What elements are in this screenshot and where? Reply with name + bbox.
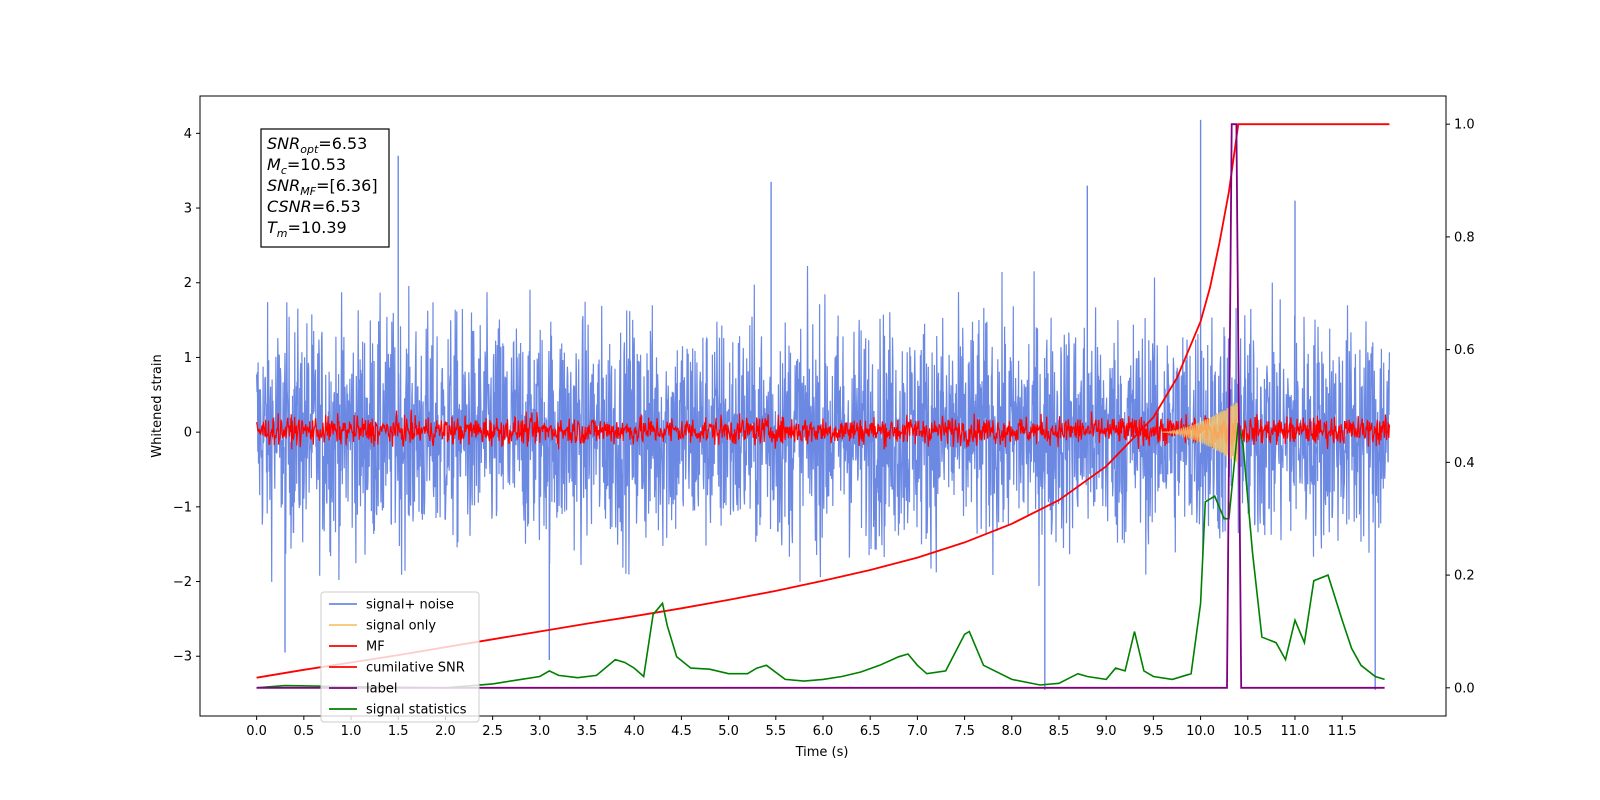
- x-tick-label: 5.5: [765, 724, 786, 739]
- plot-area: [256, 119, 1390, 690]
- x-tick-label: 7.0: [907, 724, 928, 739]
- series-signal-noise-extremes: [284, 119, 1376, 690]
- x-tick-label: 11.5: [1328, 724, 1357, 739]
- y-tick-label: 4: [184, 127, 192, 142]
- x-tick-label: 1.0: [341, 724, 362, 739]
- legend-label: signal+ noise: [366, 598, 454, 613]
- annotation-line: CSNR=6.53: [267, 197, 361, 216]
- series-label: [256, 123, 1385, 689]
- x-tick-label: 2.0: [435, 724, 456, 739]
- y-axis-label: Whitened strain: [150, 354, 165, 457]
- x-tick-label: 10.0: [1186, 724, 1215, 739]
- y-tick-label: 3: [184, 202, 192, 217]
- annotation-line: Tm=10.39: [267, 218, 347, 240]
- annotation-frame: [260, 128, 390, 248]
- y2-tick-label: 0.6: [1454, 343, 1475, 358]
- x-tick-label: 0.5: [293, 724, 314, 739]
- annotation-line: SNRopt=6.53: [267, 134, 367, 156]
- axes: 0.0 0.5 1.0 1.5 2.0 2.5 3.0 3.5 4.0 4.5 5.0 5.5 6.0 6…: [173, 95, 1475, 739]
- series-signal-noise: [256, 265, 1390, 587]
- legend-label: signal only: [366, 619, 436, 634]
- legend-label: signal statistics: [366, 703, 467, 718]
- x-axis-label: Time (s): [795, 745, 849, 760]
- y-tick-label: 1: [184, 351, 192, 366]
- x-tick-label: 9.5: [1143, 724, 1164, 739]
- y2-tick-label: 0.2: [1454, 569, 1475, 584]
- series-signal-only: [1162, 402, 1241, 463]
- x-tick-label: 0.0: [246, 724, 267, 739]
- x-tick-label: 5.0: [718, 724, 739, 739]
- x-tick-label: 7.5: [954, 724, 975, 739]
- y-tick-label: −1: [173, 500, 192, 515]
- y-tick-label: −3: [173, 650, 192, 665]
- x-tick-label: 2.5: [482, 724, 503, 739]
- x-tick-label: 9.0: [1096, 724, 1117, 739]
- x-tick-label: 4.0: [624, 724, 645, 739]
- x-tick-label: 3.5: [577, 724, 598, 739]
- y-tick-label: 2: [184, 276, 192, 291]
- legend-label: cumilative SNR: [366, 661, 465, 676]
- x-tick-label: 4.5: [671, 724, 692, 739]
- annotation-box: SNRopt=6.53Mc=10.53SNRMF=[6.36]CSNR=6.53…: [260, 128, 390, 248]
- x-tick-label: 10.5: [1233, 724, 1262, 739]
- y2-tick-label: 0.0: [1454, 681, 1475, 696]
- x-tick-label: 6.5: [860, 724, 881, 739]
- x-tick-label: 3.0: [529, 724, 550, 739]
- y-tick-label: 0: [184, 426, 192, 441]
- x-tick-label: 11.0: [1280, 724, 1309, 739]
- legend-frame: [320, 591, 480, 723]
- legend: signal+ noise signal only MF cumilative SNR…: [320, 591, 480, 723]
- annotation-line: Mc=10.53: [267, 155, 346, 177]
- x-tick-label: 8.0: [1001, 724, 1022, 739]
- annotation-line: SNRMF=[6.36]: [267, 176, 378, 198]
- series-signal-statistics: [256, 422, 1385, 689]
- legend-label: MF: [366, 640, 385, 655]
- x-tick-label: 1.5: [388, 724, 409, 739]
- x-tick-label: 8.5: [1049, 724, 1070, 739]
- x-tick-label: 6.0: [813, 724, 834, 739]
- y2-tick-label: 0.8: [1454, 230, 1475, 245]
- y-tick-label: −2: [173, 575, 192, 590]
- y2-tick-label: 1.0: [1454, 118, 1475, 133]
- y2-tick-label: 0.4: [1454, 456, 1475, 471]
- legend-label: label: [366, 682, 397, 697]
